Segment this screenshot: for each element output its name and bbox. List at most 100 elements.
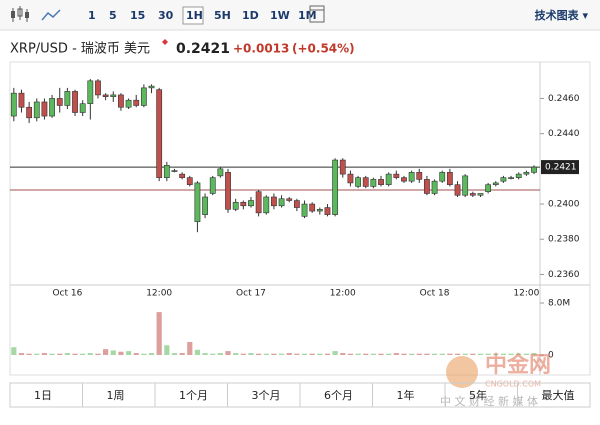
volume-bar: [18, 353, 25, 355]
interval-button[interactable]: 15: [130, 9, 145, 22]
candle-body: [217, 168, 224, 177]
live-dot: [162, 39, 168, 45]
volume-bar: [523, 353, 529, 355]
volume-bar: [87, 353, 93, 355]
volume-bar: [401, 353, 407, 355]
volume-bar: [424, 353, 430, 355]
volume-bar: [378, 353, 384, 355]
range-label: 1周: [107, 389, 125, 402]
line-icon[interactable]: [41, 9, 61, 21]
candle-body: [355, 177, 361, 187]
calendar-icon[interactable]: [309, 5, 325, 23]
volume-bar: [256, 353, 262, 355]
chart-menu[interactable]: 技术图表 ▾: [535, 8, 589, 22]
interval-button[interactable]: 30: [158, 9, 174, 22]
change: +0.0013: [233, 42, 289, 56]
volume-bar: [26, 353, 32, 355]
volume-bar: [462, 353, 468, 355]
candle-body: [26, 106, 33, 119]
candle-body: [140, 87, 147, 106]
volume-bar: [286, 353, 292, 355]
interval-button[interactable]: 5: [109, 9, 117, 22]
candle-body: [148, 85, 155, 89]
candle-body: [347, 173, 354, 184]
volume-tick-label: 0: [548, 351, 554, 361]
volume-bar: [133, 353, 139, 355]
volume-bar: [164, 345, 170, 355]
volume-bar: [409, 353, 415, 355]
candle-body: [500, 177, 507, 182]
volume-bar: [439, 353, 445, 355]
range-label: 1个月: [179, 389, 208, 402]
candle-body: [378, 179, 384, 185]
candle-body: [263, 196, 270, 214]
candle-icon[interactable]: [11, 6, 29, 22]
interval-button[interactable]: 1D: [242, 9, 259, 22]
volume-bar: [294, 353, 300, 355]
change-pct: (+0.54%): [292, 42, 355, 56]
range-label: 3个月: [252, 389, 281, 402]
candle-body: [462, 175, 469, 196]
volume-bar: [263, 353, 269, 355]
volume-bar: [194, 349, 201, 355]
candle-body: [79, 103, 86, 113]
volume-bar: [49, 353, 55, 355]
x-tick-label: Oct 16: [52, 289, 82, 299]
candle-body: [49, 98, 55, 117]
volume-bar: [278, 353, 285, 355]
volume-bar: [64, 353, 70, 355]
candle-body: [446, 172, 453, 185]
volume-bar: [447, 353, 453, 355]
candle-body: [324, 207, 331, 215]
interval-button[interactable]: 1H: [186, 9, 203, 22]
volume-bar: [118, 351, 124, 355]
volume-bar: [210, 353, 216, 355]
plot: 0.2360 0.2380 0.2400 0.2440 0.2460 0 8.0M 0.242…: [10, 79, 580, 361]
candle-body: [309, 203, 316, 212]
candle-body: [431, 180, 438, 194]
candle-body: [293, 200, 300, 208]
candle-body: [271, 196, 277, 207]
range-button[interactable]: [517, 382, 591, 408]
candle-body: [492, 182, 499, 185]
candle-body: [225, 172, 231, 210]
chart-frame: [9, 61, 591, 376]
interval-button[interactable]: 1: [88, 9, 96, 22]
candle-body: [385, 173, 392, 185]
interval-button[interactable]: 5H: [214, 9, 231, 22]
watermark-site: CNGOLD.COM: [485, 380, 541, 389]
candle-body: [64, 91, 71, 106]
volume-bar: [125, 351, 132, 355]
volume-bar: [470, 353, 476, 355]
y-tick-label: 0.2440: [548, 129, 580, 139]
candle-body: [240, 201, 247, 207]
candle-body: [416, 172, 423, 180]
interval-button[interactable]: 1M: [298, 9, 317, 22]
candle-body: [485, 184, 492, 193]
volume-bar: [309, 353, 315, 355]
candle-body: [179, 173, 186, 178]
candle-body: [72, 91, 78, 113]
volume-bar: [148, 353, 155, 355]
volume-bar: [156, 312, 162, 355]
candle-body: [255, 191, 262, 214]
candle-body: [209, 177, 216, 194]
volume-bar: [531, 353, 537, 355]
volume-bar: [454, 353, 461, 355]
candle-body: [110, 94, 117, 97]
price-tag-label: 0.2421: [545, 163, 577, 173]
volume-bar: [355, 353, 361, 355]
range-label: 5年: [469, 388, 487, 402]
interval-button[interactable]: 1W: [270, 9, 290, 22]
volume-bar: [80, 353, 86, 355]
volume-bar: [41, 353, 48, 355]
x-tick-label: Oct 18: [420, 289, 450, 299]
volume-bar: [317, 353, 323, 355]
volume-bar: [171, 353, 178, 355]
volume-bar: [500, 353, 507, 355]
candle-body: [531, 166, 537, 173]
candle-body: [95, 80, 101, 96]
volume-bar: [370, 353, 376, 355]
symbol: XRP/USD - 瑞波币 美元: [10, 42, 150, 57]
